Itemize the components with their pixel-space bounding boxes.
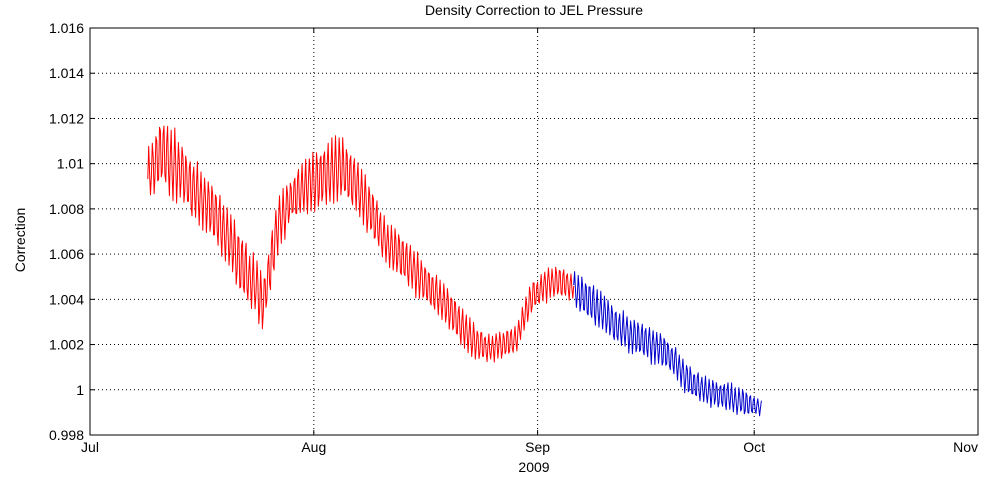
y-tick-label: 1.002 xyxy=(49,337,84,353)
plot-frame xyxy=(89,27,979,436)
y-tick-label: 1.016 xyxy=(49,20,84,36)
y-tick-label: 1.01 xyxy=(57,156,84,172)
x-tick-label: Oct xyxy=(743,439,765,455)
x-tick-label: Jul xyxy=(81,439,99,455)
x-tick-label: Nov xyxy=(953,439,978,455)
plot-background xyxy=(90,28,978,435)
series-layer xyxy=(147,125,762,417)
y-tick-label: 1.012 xyxy=(49,110,84,126)
x-tick-label: Aug xyxy=(301,439,326,455)
y-tick-label: 1.006 xyxy=(49,246,84,262)
chart-title: Density Correction to JEL Pressure xyxy=(425,2,643,18)
series-line-2 xyxy=(573,271,762,417)
ticks: 0.998 1 1.002 1.004 1.006 1.008 1.01 1.012 1.014… xyxy=(49,20,979,455)
y-tick-label: 1.014 xyxy=(49,65,84,81)
y-axis-label: Correction xyxy=(12,208,28,273)
y-tick-label: 1 xyxy=(76,382,84,398)
y-tick-label: 0.998 xyxy=(49,427,84,443)
series-line-1 xyxy=(147,125,575,363)
y-tick-label: 1.008 xyxy=(49,201,84,217)
x-axis-label: 2009 xyxy=(518,459,549,475)
x-tick-label: Sep xyxy=(525,439,550,455)
y-tick-label: 1.004 xyxy=(49,291,84,307)
